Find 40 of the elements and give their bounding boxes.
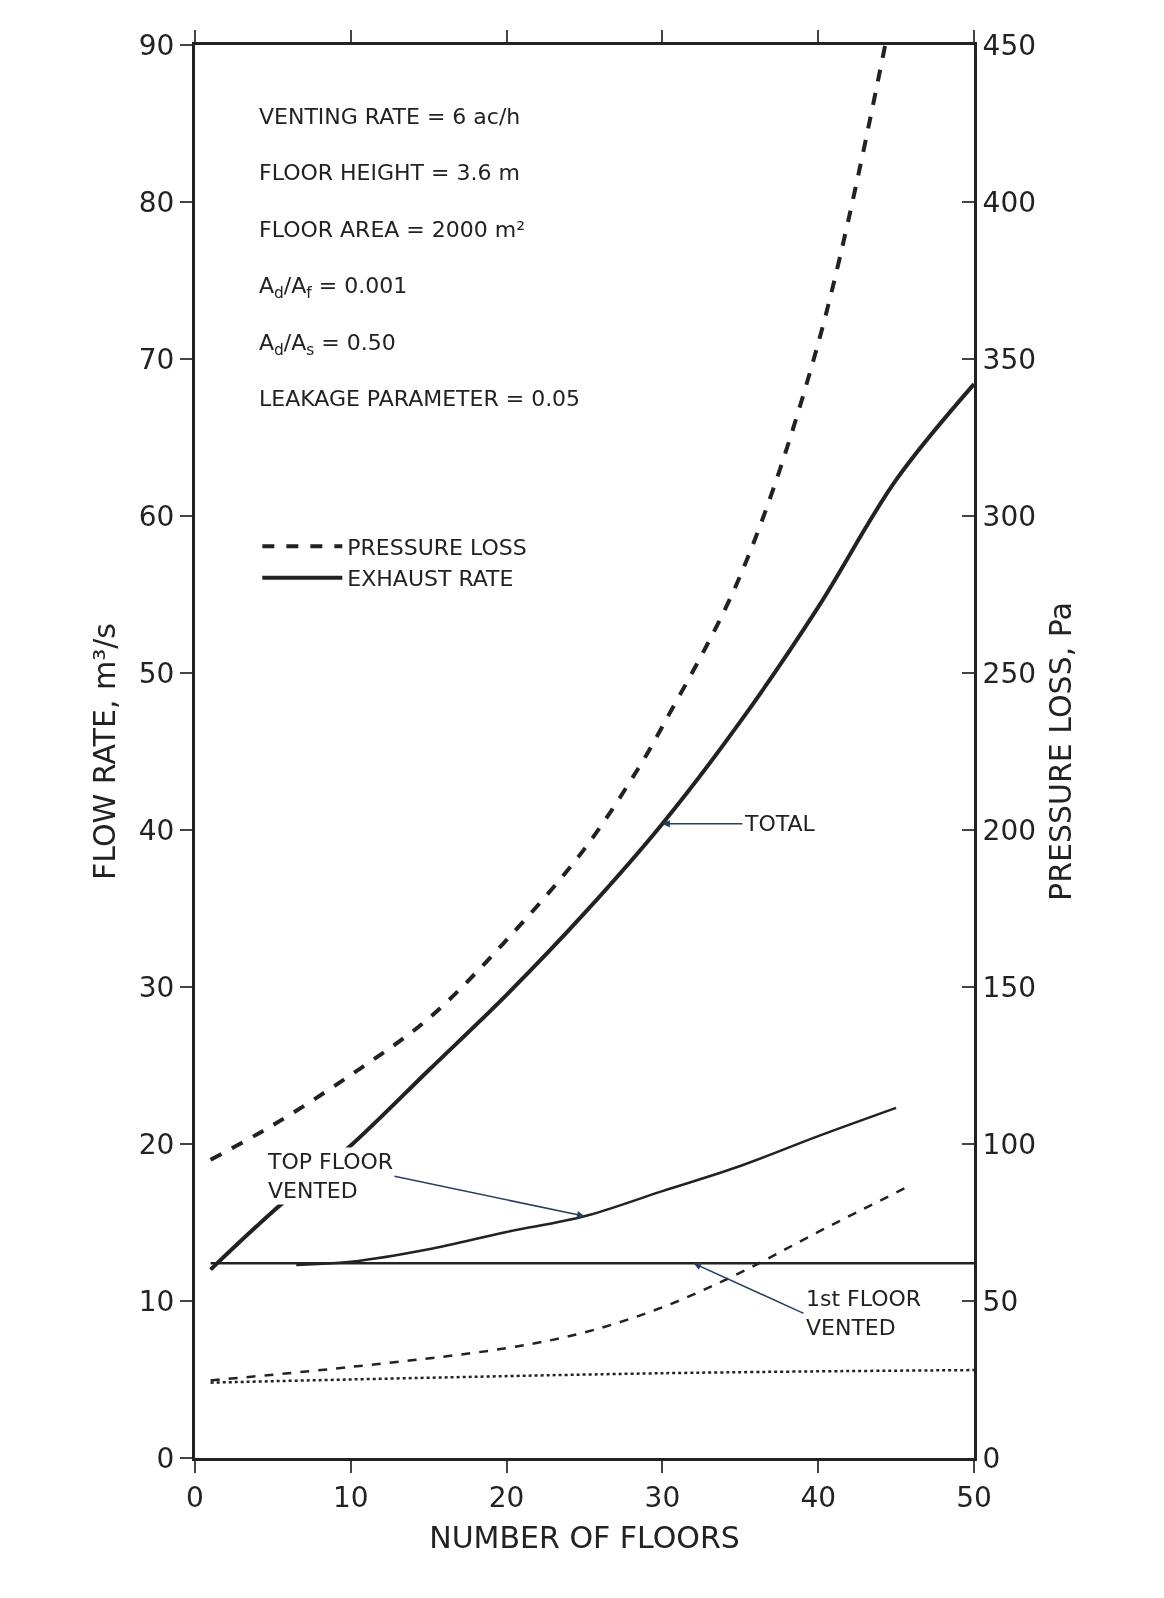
legend-label: PRESSURE LOSS bbox=[347, 534, 527, 560]
y-axis-title: FLOW RATE, m³/s bbox=[86, 623, 122, 880]
y-tick-label: 90 bbox=[138, 28, 175, 62]
x-tick-label: 30 bbox=[644, 1480, 681, 1514]
y2-tick-label: 150 bbox=[982, 970, 1037, 1004]
annotation: TOTAL bbox=[744, 811, 816, 836]
y-tick-label: 10 bbox=[138, 1284, 175, 1318]
x-tick-label: 40 bbox=[800, 1480, 837, 1514]
x-tick-label: 20 bbox=[488, 1480, 525, 1514]
annotation: FLOOR HEIGHT = 3.6 m bbox=[259, 160, 520, 185]
y2-tick-label: 250 bbox=[982, 656, 1037, 690]
x-tick-label: 50 bbox=[956, 1480, 992, 1514]
x-axis-title: NUMBER OF FLOORS bbox=[429, 1520, 740, 1556]
annotation: 1st FLOOR VENTED bbox=[806, 1286, 922, 1340]
y2-tick-label: 50 bbox=[982, 1284, 1019, 1318]
annotation: VENTING RATE = 6 ac/h bbox=[259, 104, 521, 129]
y2-tick-label: 0 bbox=[982, 1441, 1001, 1475]
annotation: A$_{d}$/A$_{f}$ = 0.001 bbox=[259, 273, 408, 302]
y-tick-label: 50 bbox=[138, 656, 175, 690]
legend-label: EXHAUST RATE bbox=[347, 566, 514, 592]
y-tick-label: 60 bbox=[138, 499, 175, 533]
y-tick-label: 20 bbox=[138, 1127, 175, 1161]
y-tick-label: 40 bbox=[138, 813, 175, 847]
y2-axis-title: PRESSURE LOSS, Pa bbox=[1042, 602, 1078, 901]
annotation: A$_{d}$/A$_{s}$ = 0.50 bbox=[259, 330, 396, 359]
y2-tick-label: 350 bbox=[982, 342, 1037, 376]
y-tick-label: 0 bbox=[156, 1441, 175, 1475]
y2-tick-label: 200 bbox=[982, 813, 1037, 847]
annotation: FLOOR AREA = 2000 m² bbox=[259, 217, 525, 242]
y2-tick-label: 100 bbox=[982, 1127, 1037, 1161]
y-tick-label: 30 bbox=[138, 970, 175, 1004]
annotation: LEAKAGE PARAMETER = 0.05 bbox=[259, 386, 581, 411]
y-tick-label: 70 bbox=[138, 342, 175, 376]
y2-tick-label: 400 bbox=[982, 185, 1037, 219]
y2-tick-label: 450 bbox=[982, 28, 1037, 62]
x-tick-label: 0 bbox=[186, 1480, 204, 1514]
y2-tick-label: 300 bbox=[982, 499, 1037, 533]
annotation: TOP FLOOR VENTED bbox=[267, 1149, 394, 1203]
x-tick-label: 10 bbox=[332, 1480, 369, 1514]
y-tick-label: 80 bbox=[138, 185, 175, 219]
